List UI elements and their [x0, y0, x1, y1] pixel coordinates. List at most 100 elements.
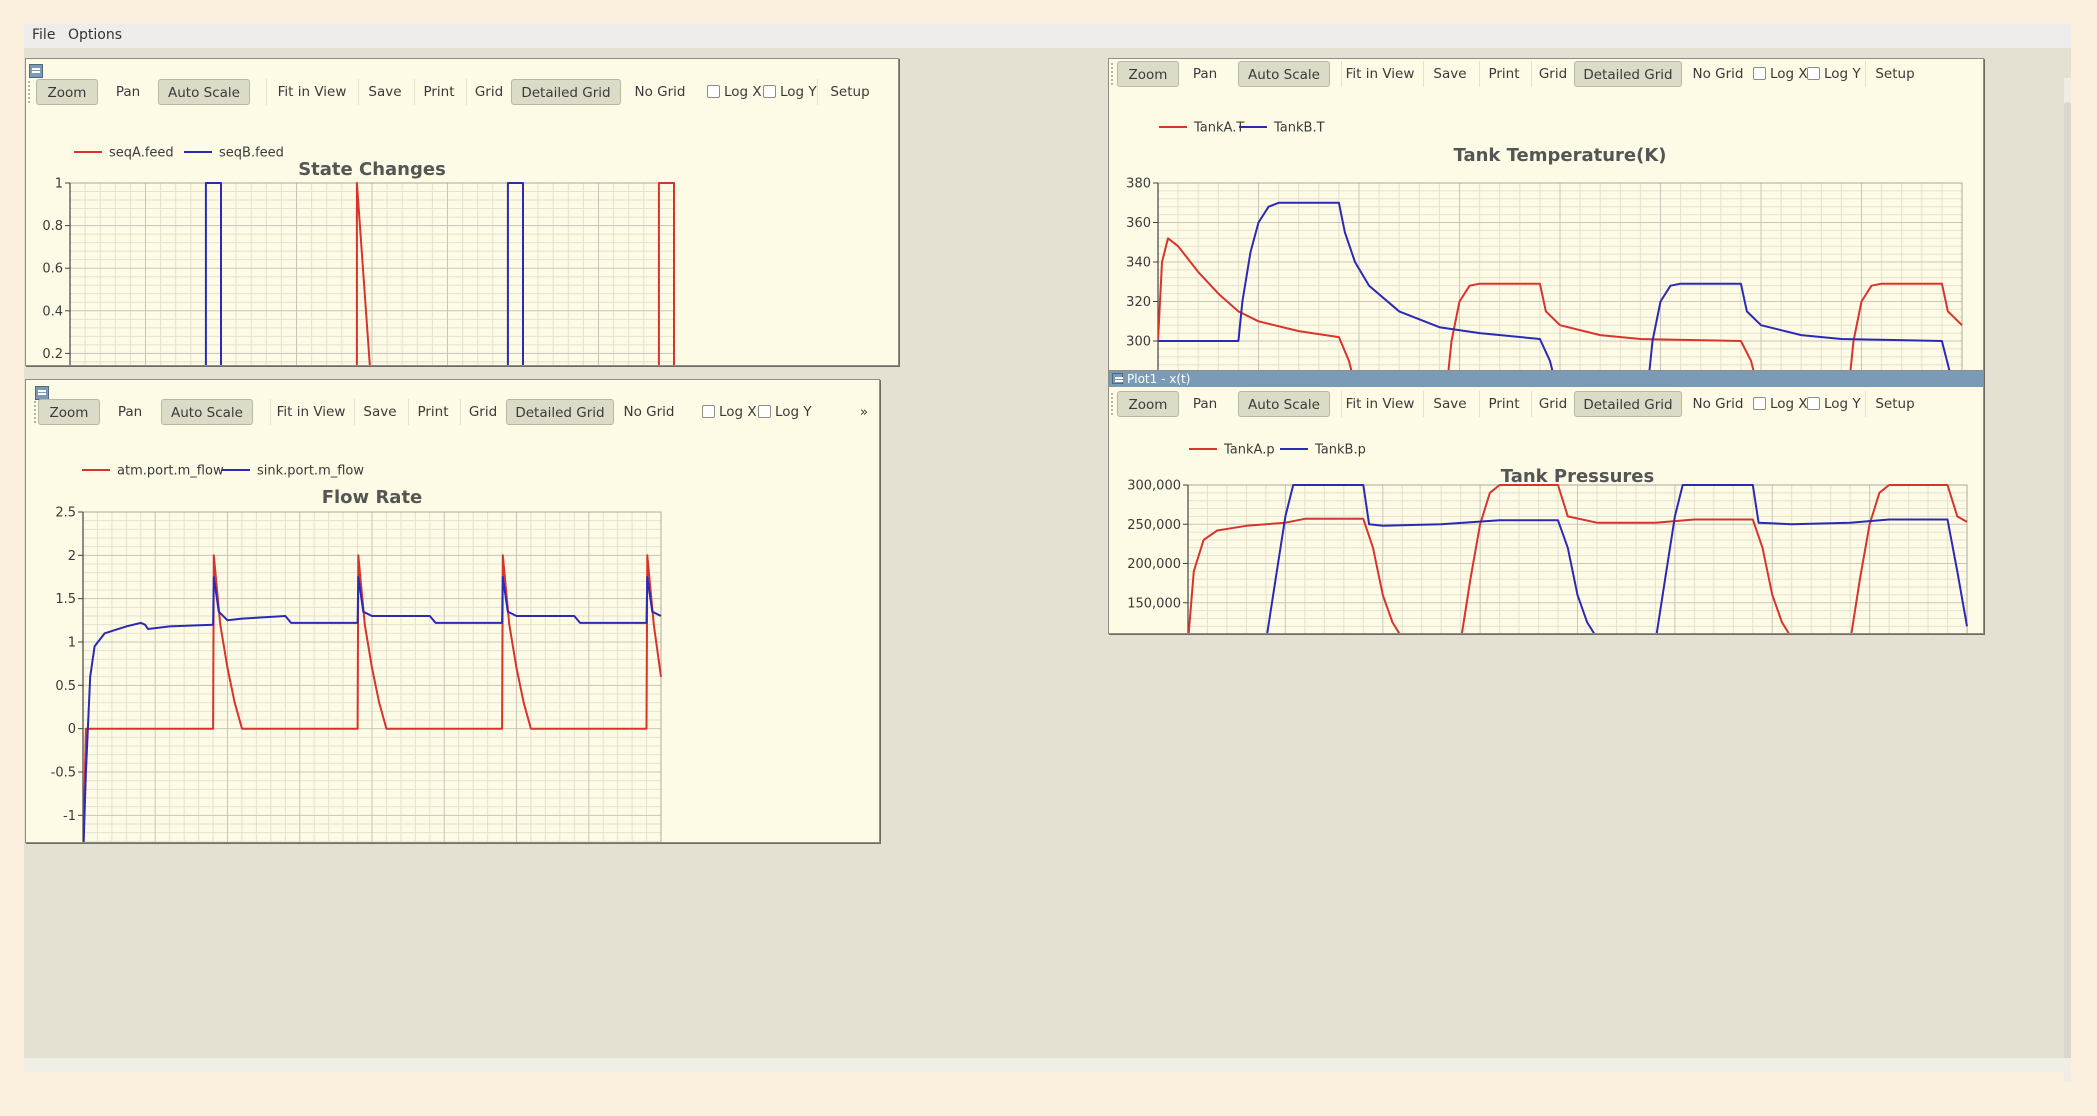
no-grid-button[interactable]: No Grid: [634, 84, 686, 100]
print-button[interactable]: Print: [1479, 391, 1528, 417]
grid-button[interactable]: Grid: [466, 79, 511, 105]
setup-button[interactable]: Setup: [817, 79, 882, 105]
detailed-grid-button[interactable]: Detailed Grid: [1574, 391, 1682, 417]
y-tick-label: 0: [68, 722, 76, 737]
print-button[interactable]: Print: [408, 399, 457, 425]
series-line: [355, 182, 675, 365]
legend-label: seqB.feed: [219, 146, 284, 161]
log-y-checkbox[interactable]: [1807, 397, 1820, 410]
detailed-grid-button[interactable]: Detailed Grid: [511, 79, 621, 105]
y-tick-label: 0.8: [42, 219, 63, 234]
auto-scale-button[interactable]: Auto Scale: [1238, 391, 1330, 417]
zoom-button[interactable]: Zoom: [1117, 391, 1179, 417]
log-y-checkbox[interactable]: [763, 85, 776, 98]
pan-button[interactable]: Pan: [115, 84, 141, 100]
pan-button[interactable]: Pan: [117, 404, 143, 420]
plot-window-tank-pressures: Plot1 - x(t) Zoom Pan Auto Scale Fit in Vie…: [1108, 370, 1984, 634]
plot-window-flow-rate: Zoom Pan Auto Scale Fit in View Save Print Gri…: [25, 379, 880, 843]
pan-button[interactable]: Pan: [1192, 66, 1218, 82]
window-menu-icon[interactable]: [29, 64, 43, 78]
window-titlebar[interactable]: Plot1 - x(t): [1109, 371, 1983, 387]
no-grid-button[interactable]: No Grid: [623, 404, 675, 420]
log-x-checkbox[interactable]: [1753, 397, 1766, 410]
y-tick-label: 250,000: [1127, 518, 1181, 533]
y-tick-label: -1: [63, 809, 76, 824]
plot-toolbar: Zoom Pan Auto Scale Fit in View Save Print Gri…: [28, 77, 898, 107]
setup-button[interactable]: Setup: [1865, 391, 1924, 417]
fit-in-view-button[interactable]: Fit in View: [270, 399, 351, 425]
log-x-checkbox[interactable]: [702, 405, 715, 418]
y-tick-label: 340: [1126, 256, 1151, 271]
log-x-checkbox[interactable]: [707, 85, 720, 98]
y-tick-label: -0.5: [51, 766, 76, 781]
detailed-grid-button[interactable]: Detailed Grid: [506, 399, 614, 425]
y-tick-label: 0.6: [42, 262, 63, 277]
y-tick-label: 150,000: [1127, 596, 1181, 611]
plot-toolbar: Zoom Pan Auto Scale Fit in View Save Print Gri…: [34, 397, 876, 427]
scrollbar-thumb[interactable]: [2064, 102, 2071, 1070]
zoom-button[interactable]: Zoom: [1117, 61, 1179, 87]
legend-label: atm.port.m_flow: [117, 464, 224, 479]
log-y-label: Log Y: [1824, 396, 1861, 412]
auto-scale-button[interactable]: Auto Scale: [161, 399, 253, 425]
fit-in-view-button[interactable]: Fit in View: [1341, 61, 1418, 87]
log-x-checkbox[interactable]: [1753, 67, 1766, 80]
zoom-button[interactable]: Zoom: [38, 399, 100, 425]
y-tick-label: 320: [1126, 295, 1151, 310]
legend-label: TankA.p: [1223, 443, 1275, 458]
log-y-label: Log Y: [775, 404, 812, 420]
window-menu-icon[interactable]: [1112, 373, 1123, 384]
log-x-label: Log X: [724, 84, 762, 100]
toolbar-grip[interactable]: [28, 81, 33, 103]
horizontal-scrollbar[interactable]: [24, 1058, 2071, 1072]
grid-button[interactable]: Grid: [1531, 61, 1574, 87]
grid-button[interactable]: Grid: [1531, 391, 1574, 417]
mdi-workspace: Zoom Pan Auto Scale Fit in View Save Print Gri…: [24, 48, 2071, 1082]
auto-scale-button[interactable]: Auto Scale: [1238, 61, 1330, 87]
save-button[interactable]: Save: [1423, 391, 1476, 417]
log-y-checkbox[interactable]: [758, 405, 771, 418]
series-line: [1158, 237, 1963, 371]
auto-scale-button[interactable]: Auto Scale: [158, 79, 250, 105]
legend-label: sink.port.m_flow: [257, 464, 364, 479]
y-tick-label: 200,000: [1127, 557, 1181, 572]
save-button[interactable]: Save: [1423, 61, 1476, 87]
plot-window-state-changes: Zoom Pan Auto Scale Fit in View Save Print Gri…: [25, 58, 899, 366]
toolbar-grip[interactable]: [1111, 63, 1116, 85]
menu-options[interactable]: Options: [68, 27, 122, 43]
no-grid-button[interactable]: No Grid: [1692, 66, 1744, 82]
window-title: Plot1 - x(t): [1127, 372, 1191, 386]
more-button[interactable]: »: [859, 404, 869, 420]
vertical-scrollbar[interactable]: [2064, 78, 2071, 1082]
toolbar-grip[interactable]: [1111, 393, 1116, 415]
menu-file[interactable]: File: [32, 27, 55, 43]
chart-title: Tank Pressures: [1501, 466, 1654, 487]
fit-in-view-button[interactable]: Fit in View: [1341, 391, 1418, 417]
detailed-grid-button[interactable]: Detailed Grid: [1574, 61, 1682, 87]
pan-button[interactable]: Pan: [1192, 396, 1218, 412]
y-tick-label: 380: [1126, 177, 1151, 192]
setup-button[interactable]: Setup: [1865, 61, 1924, 87]
y-tick-label: 300,000: [1127, 479, 1181, 494]
log-x-label: Log X: [719, 404, 757, 420]
chart-title: State Changes: [298, 159, 446, 180]
menu-options-label: Options: [68, 27, 123, 43]
legend-label: TankB.p: [1314, 443, 1366, 458]
save-button[interactable]: Save: [354, 399, 405, 425]
y-tick-label: 360: [1126, 216, 1151, 231]
save-button[interactable]: Save: [358, 79, 411, 105]
print-button[interactable]: Print: [414, 79, 463, 105]
series-line: [83, 576, 662, 842]
print-button[interactable]: Print: [1479, 61, 1528, 87]
grid-button[interactable]: Grid: [460, 399, 505, 425]
zoom-button[interactable]: Zoom: [36, 79, 98, 105]
toolbar-grip[interactable]: [34, 401, 39, 423]
y-tick-label: 1: [68, 636, 76, 651]
log-y-label: Log Y: [780, 84, 817, 100]
log-y-checkbox[interactable]: [1807, 67, 1820, 80]
series-line: [1188, 484, 1968, 633]
tank-temperature-chart: 220240260280300320340360380Tank Temperat…: [1126, 121, 1963, 371]
no-grid-button[interactable]: No Grid: [1692, 396, 1744, 412]
fit-in-view-button[interactable]: Fit in View: [266, 79, 357, 105]
